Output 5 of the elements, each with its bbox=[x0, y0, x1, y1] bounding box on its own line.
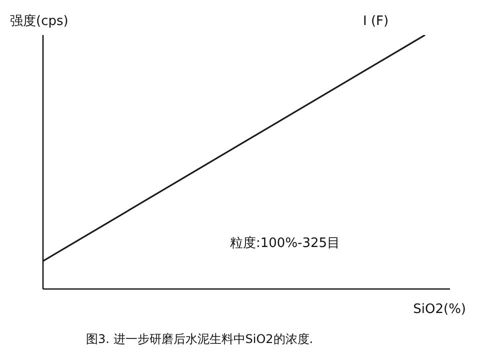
series-label: I (F) bbox=[363, 14, 389, 29]
y-axis-title: 强度(cps) bbox=[10, 13, 68, 30]
annotation: 粒度:100%-325目 bbox=[230, 235, 340, 252]
text: 图3. 进一步研磨后水泥生料中SiO2的浓度. bbox=[86, 331, 314, 348]
x-axis-title: SiO2(%) bbox=[413, 302, 466, 317]
